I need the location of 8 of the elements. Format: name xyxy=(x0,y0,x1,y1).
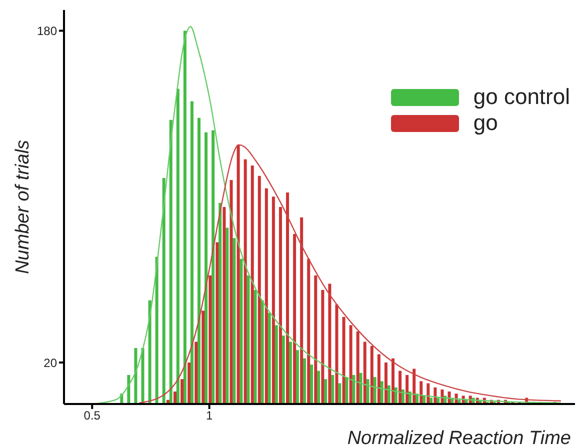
legend-label: go control xyxy=(473,84,570,110)
y-tick-label: 180 xyxy=(36,24,58,38)
x-tick-label: 0.5 xyxy=(84,408,101,423)
x-tick-label: 1 xyxy=(206,408,213,423)
legend-label: go xyxy=(473,110,498,136)
y-tick-label: 20 xyxy=(44,356,58,370)
y-axis-title: Number of trials xyxy=(12,139,34,274)
x-axis-title: Normalized Reaction Time xyxy=(347,428,571,448)
